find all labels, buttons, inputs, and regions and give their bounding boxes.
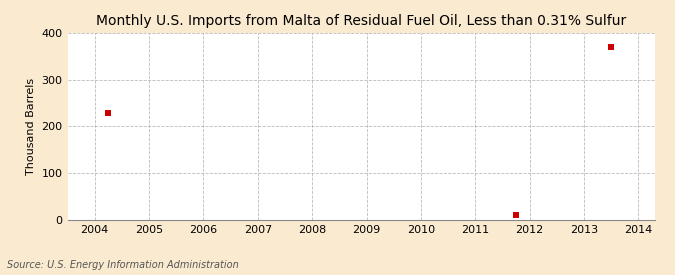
Title: Monthly U.S. Imports from Malta of Residual Fuel Oil, Less than 0.31% Sulfur: Monthly U.S. Imports from Malta of Resid… (96, 14, 626, 28)
Point (511, 213, 522, 218)
Y-axis label: Thousand Barrels: Thousand Barrels (26, 78, 36, 175)
Text: Source: U.S. Energy Information Administration: Source: U.S. Energy Information Administ… (7, 260, 238, 270)
Point (606, 45, 617, 49)
Point (103, 111, 113, 116)
